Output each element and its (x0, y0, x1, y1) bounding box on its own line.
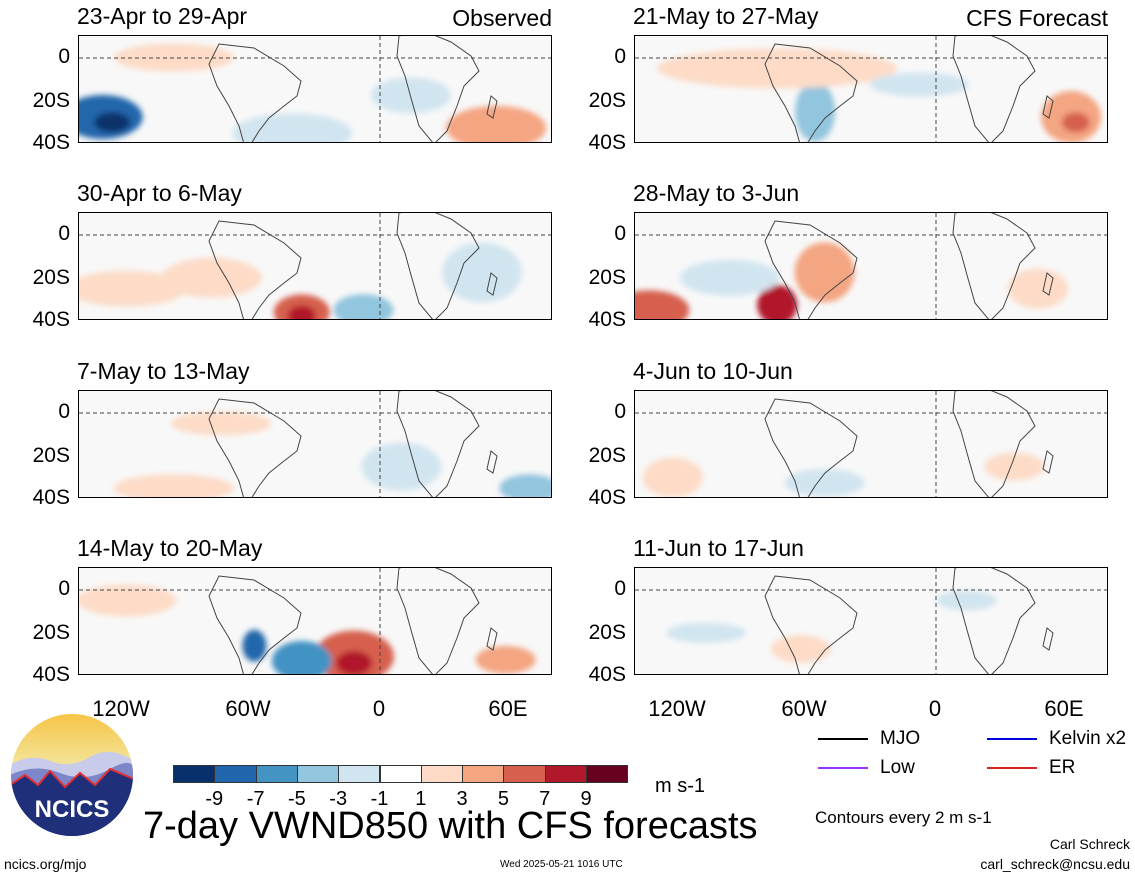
panel-title: 11-Jun to 17-Jun (633, 535, 804, 561)
colorbar-cell (586, 765, 629, 783)
colorbar-label: -5 (287, 788, 306, 810)
footer-author: Carl Schreck (1049, 836, 1130, 852)
colorbar-units: m s-1 (655, 775, 705, 797)
colorbar-label: 1 (415, 788, 427, 810)
footer-email[interactable]: carl_schreck@ncsu.edu (980, 856, 1130, 872)
colorbar-label: 5 (497, 788, 509, 810)
x-tick-label: 120W (92, 696, 150, 721)
x-tick-label: 120W (648, 696, 706, 721)
x-tick-label: 60W (225, 696, 271, 721)
y-tick-label: 40S (588, 308, 626, 331)
panel-title: 21-May to 27-May (633, 3, 819, 29)
colorbar-label: 7 (539, 788, 551, 810)
y-tick-label: 40S (32, 486, 70, 509)
y-tick-label: 0 (58, 222, 70, 245)
colorbar-cell (173, 765, 216, 783)
contours-note: Contours every 2 m s-1 (815, 808, 992, 827)
colorbar-cell (214, 765, 257, 783)
y-tick-label: 20S (32, 266, 70, 289)
main-title: 7-day VWND850 with CFS forecasts (143, 805, 758, 847)
legend-label: Low (880, 757, 915, 778)
colorbar-cell (296, 765, 340, 783)
y-tick-label: 0 (58, 400, 70, 423)
x-tick-label: 0 (372, 696, 386, 721)
colorbar-cell (462, 765, 505, 783)
anomaly-map (78, 567, 552, 675)
panel-title: 4-Jun to 10-Jun (633, 358, 793, 384)
legend-swatch (987, 767, 1037, 769)
anomaly-map (78, 212, 552, 320)
colorbar-label: 3 (456, 788, 468, 810)
colorbar-label: -7 (246, 788, 265, 810)
x-tick-label: 60W (781, 696, 827, 721)
panel-tag: CFS Forecast (966, 5, 1108, 31)
y-tick-label: 20S (588, 266, 626, 289)
y-tick-label: 20S (588, 444, 626, 467)
colorbar-cell (544, 765, 587, 783)
legend-label: ER (1049, 757, 1076, 778)
legend-label: MJO (880, 728, 921, 749)
y-tick-label: 20S (588, 621, 626, 644)
anomaly-map (634, 390, 1108, 498)
y-tick-label: 40S (32, 663, 70, 686)
panel-title: 14-May to 20-May (77, 535, 263, 561)
x-tick-label: 60E (1044, 696, 1084, 721)
colorbar-label: 9 (580, 788, 592, 810)
colorbar-cell (420, 765, 464, 783)
colorbar-cell (338, 765, 381, 783)
x-tick-label: 0 (928, 696, 942, 721)
y-tick-label: 40S (588, 663, 626, 686)
y-tick-label: 40S (32, 308, 70, 331)
panel-title: 28-May to 3-Jun (633, 180, 800, 206)
footer-url[interactable]: ncics.org/mjo (4, 856, 87, 872)
anomaly-map (78, 390, 552, 498)
y-tick-label: 20S (32, 89, 70, 112)
colorbar-cell (379, 765, 422, 783)
colorbar-cell (503, 765, 546, 783)
legend-swatch (818, 738, 868, 740)
panel-tag: Observed (452, 5, 552, 31)
x-tick-label: 60E (488, 696, 528, 721)
y-tick-label: 20S (32, 621, 70, 644)
anomaly-map (634, 567, 1108, 675)
y-tick-label: 0 (614, 577, 626, 600)
y-tick-label: 40S (588, 486, 626, 509)
logo-text: NCICS (35, 796, 110, 823)
panel-title: 23-Apr to 29-Apr (77, 3, 248, 29)
y-tick-label: 40S (32, 131, 70, 154)
colorbar-label: -3 (329, 788, 348, 810)
anomaly-map (634, 35, 1108, 143)
y-tick-label: 0 (614, 400, 626, 423)
legend-swatch (818, 767, 868, 769)
anomaly-map (78, 35, 552, 143)
y-tick-label: 20S (588, 89, 626, 112)
y-tick-label: 0 (58, 45, 70, 68)
footer-timestamp: Wed 2025-05-21 1016 UTC (500, 859, 623, 870)
panel-title: 30-Apr to 6-May (77, 180, 242, 206)
legend-swatch (987, 738, 1037, 740)
colorbar-label: -9 (205, 788, 224, 810)
ncics-logo: NCICS (10, 713, 134, 837)
anomaly-map (634, 212, 1108, 320)
colorbar-label: -1 (370, 788, 389, 810)
colorbar-cell (255, 765, 298, 783)
legend-label: Kelvin x2 (1049, 728, 1127, 749)
y-tick-label: 40S (588, 131, 626, 154)
panel-title: 7-May to 13-May (77, 358, 250, 384)
y-tick-label: 0 (614, 222, 626, 245)
y-tick-label: 0 (58, 577, 70, 600)
y-tick-label: 0 (614, 45, 626, 68)
y-tick-label: 20S (32, 444, 70, 467)
